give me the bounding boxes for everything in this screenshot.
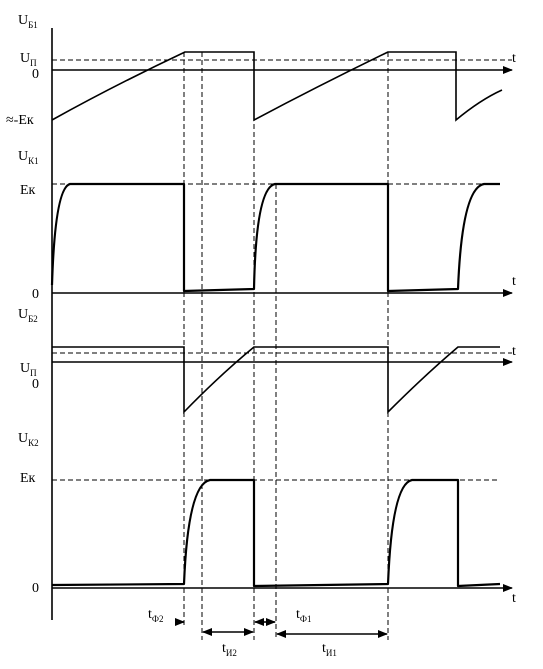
label-uk2: UК2 — [18, 431, 39, 448]
label-zero-3: 0 — [32, 377, 39, 392]
label-tf2: tФ2 — [148, 607, 164, 624]
label-ub2: UБ2 — [18, 307, 38, 324]
waveform-uk1 — [50, 182, 500, 293]
waveform-ub2 — [52, 346, 500, 414]
label-ub1: UБ1 — [18, 13, 38, 30]
label-ek-1: Eк — [20, 183, 36, 198]
waveform-uk2 — [51, 478, 501, 588]
label-up-2: UП — [20, 361, 37, 378]
label-ti2: tИ2 — [222, 641, 237, 658]
label-ek-2: Eк — [20, 471, 36, 486]
t-label-3: t — [512, 344, 516, 359]
label-tf1: tФ1 — [296, 607, 312, 624]
label-uk1: UК1 — [18, 149, 39, 166]
label-zero-4: 0 — [32, 581, 39, 596]
label-zero-2: 0 — [32, 287, 39, 302]
label-minus-ek: ≈-Eк — [6, 113, 34, 128]
label-ti1: tИ1 — [322, 641, 337, 658]
t-label-1: t — [512, 51, 516, 66]
waveform-ub1 — [51, 51, 503, 122]
label-up-1: UП — [20, 51, 37, 68]
t-label-4: t — [512, 591, 516, 606]
label-zero-1: 0 — [32, 67, 39, 82]
t-label-2: t — [512, 274, 516, 289]
